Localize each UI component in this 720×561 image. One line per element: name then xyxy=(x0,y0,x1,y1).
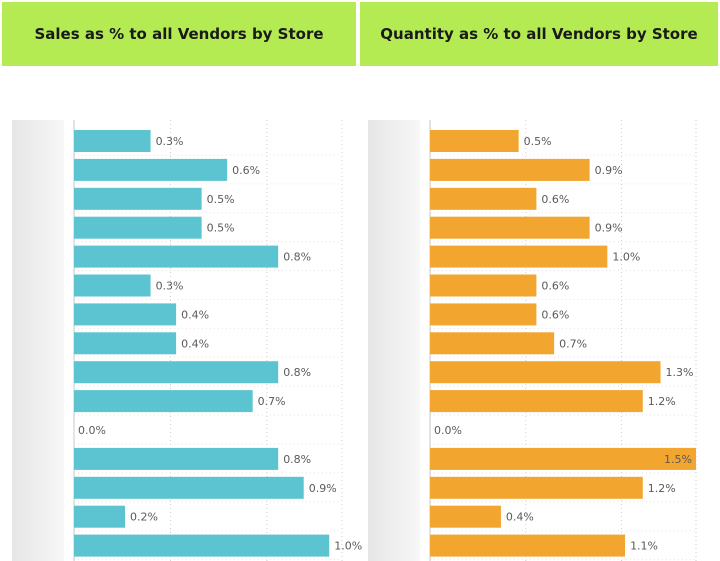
sales-value-label: 0.3% xyxy=(156,135,184,148)
quantity-value-label: 0.7% xyxy=(559,337,587,350)
sales-bar xyxy=(74,187,202,210)
sales-value-label: 0.6% xyxy=(232,164,260,177)
sales-bar xyxy=(74,130,151,152)
quantity-bar xyxy=(430,476,643,499)
quantity-bar xyxy=(430,361,661,384)
sales-value-label: 0.8% xyxy=(283,251,311,264)
quantity-bar xyxy=(430,130,519,152)
sales-category-label-area xyxy=(12,120,64,561)
quantity-chart-panel: 0.5% 0.9% 0.6% 0.9% 1.0% 0.6% 0.6% 0.7% 1.3% 1.2%… xyxy=(368,120,720,561)
sales-bar xyxy=(74,476,304,499)
quantity-value-label: 1.2% xyxy=(648,482,676,495)
sales-value-label: 0.5% xyxy=(207,222,235,235)
sales-bar xyxy=(74,303,177,326)
sales-bar xyxy=(74,361,279,384)
quantity-bar xyxy=(430,158,590,181)
quantity-bar xyxy=(430,245,608,268)
sales-value-label: 0.3% xyxy=(156,280,184,293)
quantity-value-label: 1.5% xyxy=(664,453,692,466)
quantity-bar xyxy=(430,187,537,210)
quantity-bar xyxy=(430,332,555,355)
quantity-value-label: 0.5% xyxy=(524,135,552,148)
quantity-bar xyxy=(430,447,696,470)
quantity-bar-chart: 0.5% 0.9% 0.6% 0.9% 1.0% 0.6% 0.6% 0.7% 1.3% 1.2%… xyxy=(429,120,697,561)
sales-value-label: 0.5% xyxy=(207,193,235,206)
quantity-value-label: 0.6% xyxy=(541,308,569,321)
quantity-value-label: 1.0% xyxy=(612,251,640,264)
quantity-bar xyxy=(430,274,537,297)
sales-bar xyxy=(74,534,330,557)
sales-bar xyxy=(74,245,279,268)
sales-bar xyxy=(74,447,279,470)
quantity-value-label: 0.6% xyxy=(541,280,569,293)
sales-value-label: 0.4% xyxy=(181,308,209,321)
quantity-value-label: 0.9% xyxy=(595,222,623,235)
sales-value-label: 0.9% xyxy=(309,482,337,495)
sales-value-label: 0.7% xyxy=(258,395,286,408)
quantity-bar xyxy=(430,390,643,413)
sales-bar xyxy=(74,158,228,181)
quantity-value-label: 0.6% xyxy=(541,193,569,206)
sales-value-label: 0.8% xyxy=(283,453,311,466)
sales-bar xyxy=(74,505,126,528)
sales-bar xyxy=(74,216,202,239)
quantity-value-label: 1.2% xyxy=(648,395,676,408)
sales-chart-header: Sales as % to all Vendors by Store xyxy=(2,2,356,66)
sales-value-label: 0.0% xyxy=(78,424,106,437)
sales-bar xyxy=(74,390,253,413)
sales-value-label: 0.8% xyxy=(283,366,311,379)
quantity-bar xyxy=(430,534,626,557)
sales-bar xyxy=(74,332,177,355)
quantity-chart-header: Quantity as % to all Vendors by Store xyxy=(360,2,718,66)
quantity-bar xyxy=(430,303,537,326)
quantity-bar xyxy=(430,505,501,528)
sales-chart-panel: 0.3% 0.6% 0.5% 0.5% 0.8% 0.3% 0.4% 0.4% 0.8% 0.7%… xyxy=(12,120,362,561)
quantity-value-label: 0.4% xyxy=(506,511,534,524)
sales-value-label: 1.0% xyxy=(334,540,362,553)
quantity-chart-title: Quantity as % to all Vendors by Store xyxy=(380,25,698,43)
quantity-value-label: 0.9% xyxy=(595,164,623,177)
sales-chart-title: Sales as % to all Vendors by Store xyxy=(34,25,324,43)
quantity-value-label: 0.0% xyxy=(434,424,462,437)
sales-value-label: 0.4% xyxy=(181,337,209,350)
quantity-value-label: 1.1% xyxy=(630,540,658,553)
quantity-bar xyxy=(430,216,590,239)
quantity-value-label: 1.3% xyxy=(666,366,694,379)
sales-bar xyxy=(74,274,151,297)
quantity-category-label-area xyxy=(368,120,420,561)
sales-value-label: 0.2% xyxy=(130,511,158,524)
sales-bar-chart: 0.3% 0.6% 0.5% 0.5% 0.8% 0.3% 0.4% 0.4% 0.8% 0.7%… xyxy=(73,120,362,561)
